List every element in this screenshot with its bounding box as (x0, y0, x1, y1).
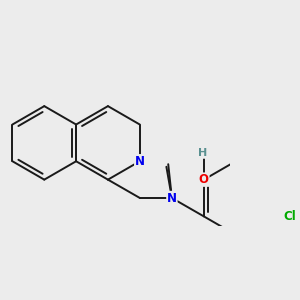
Text: H: H (198, 148, 207, 158)
Text: O: O (199, 173, 209, 186)
Text: Cl: Cl (283, 210, 296, 223)
Text: N: N (135, 155, 145, 168)
Text: N: N (167, 191, 177, 205)
